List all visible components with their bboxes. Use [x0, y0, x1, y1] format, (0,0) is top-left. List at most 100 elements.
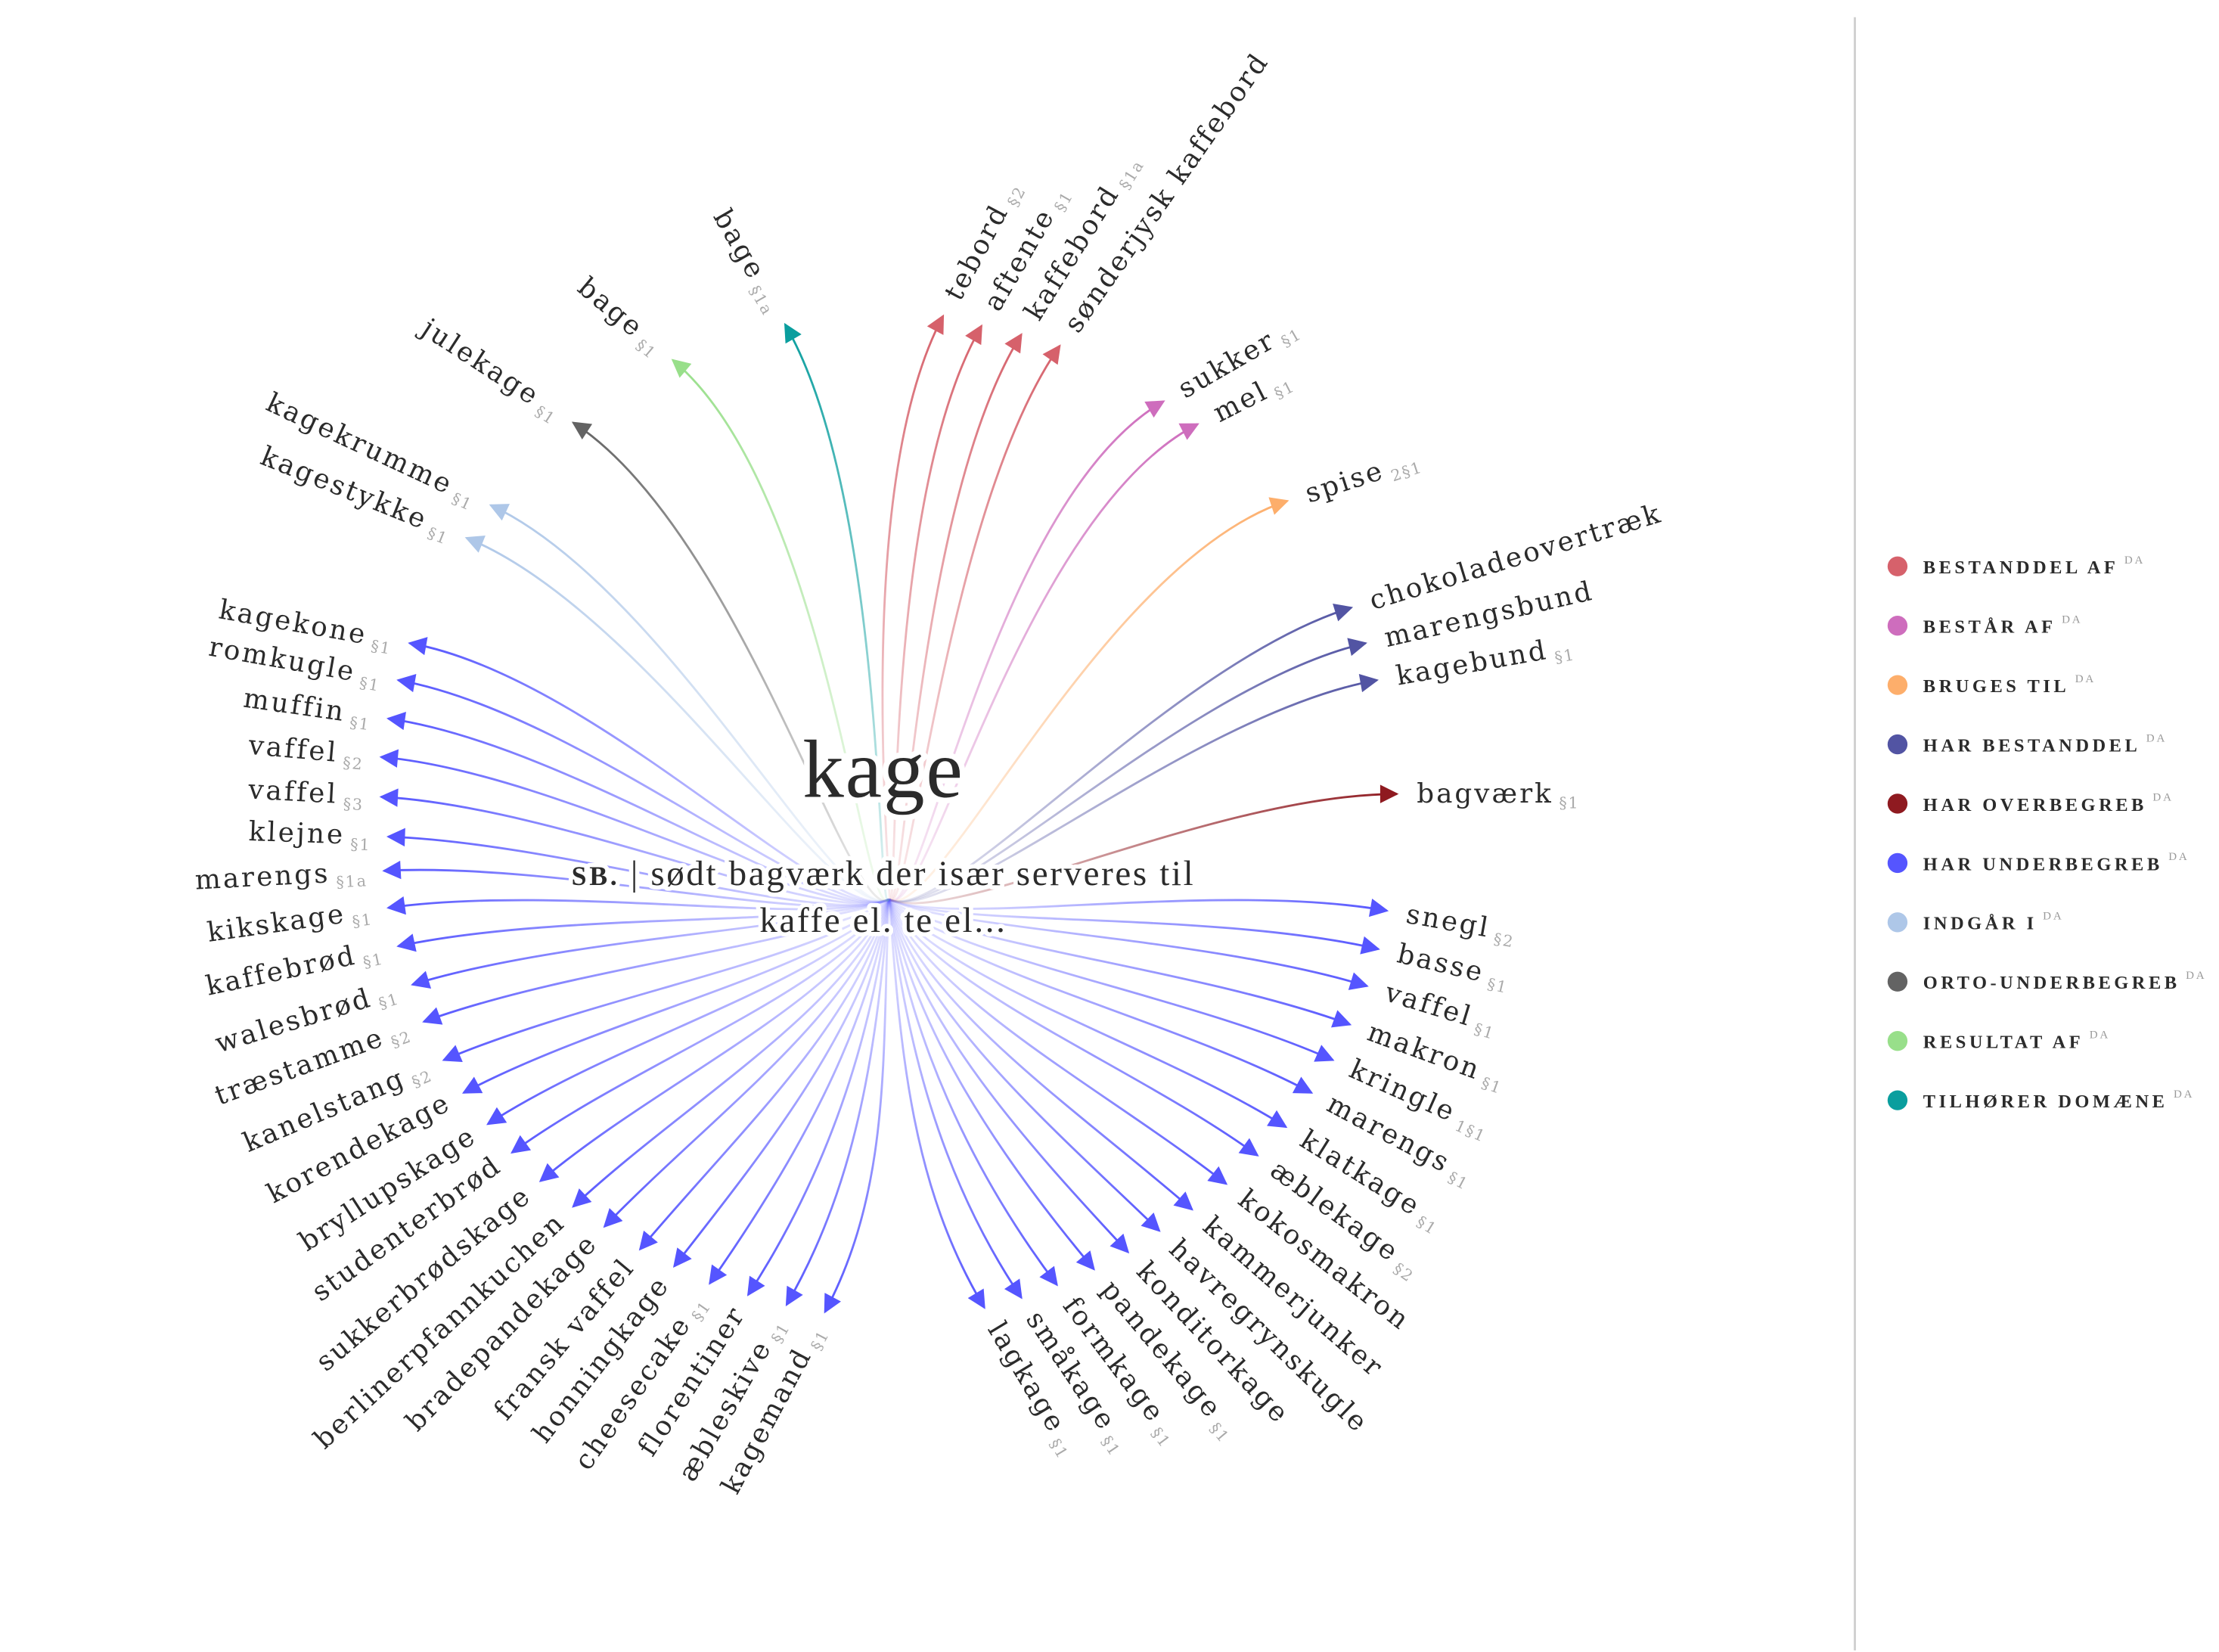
relation-edge: [888, 898, 1369, 990]
relation-edge: [511, 899, 890, 1154]
node-label[interactable]: vaffel §2: [247, 730, 366, 774]
relation-edge: [671, 359, 890, 902]
svg-text:SB. | sødt bagværk: SB. | sødt bagværk der især serveres til: [572, 854, 1196, 893]
sense-number: 1§1: [1452, 1116, 1488, 1146]
node-label[interactable]: spise2§1: [1302, 443, 1425, 512]
relation-edge: [603, 899, 890, 1228]
node-label[interactable]: bagværk §1: [1417, 778, 1579, 812]
relation-edge: [379, 788, 890, 905]
sense-number: §1a: [746, 282, 777, 318]
relation-edge: [386, 896, 890, 915]
sense-number: §1: [425, 523, 451, 548]
sense-number: §1a: [1116, 157, 1147, 193]
legend-label: HAR UNDERBEGREB DA: [1923, 851, 2190, 874]
relation-edge: [422, 898, 890, 1025]
relation-edge: [888, 899, 985, 1309]
relation-edge: [888, 899, 1095, 1271]
node-word[interactable]: vaffel §2: [247, 730, 366, 774]
relation-edge: [888, 899, 1259, 1157]
relation-edge: [888, 899, 1130, 1254]
sense-number: §1: [1479, 1073, 1505, 1098]
node-label[interactable]: klejne §1: [248, 816, 372, 854]
legend-swatch: [1887, 1090, 1908, 1110]
sense-number: §1: [362, 949, 386, 971]
sense-number: §2: [389, 1027, 414, 1051]
node-label[interactable]: vaffel §3: [247, 774, 365, 814]
sense-number: §1: [349, 713, 371, 734]
node-word[interactable]: muffin§1: [241, 683, 374, 734]
relation-edge: [888, 423, 1200, 902]
relation-edge: [386, 828, 890, 906]
relation-edge: [888, 638, 1367, 903]
sense-number: §1: [1271, 377, 1298, 403]
sense-number: §1: [632, 336, 659, 363]
sense-number: §1: [768, 1319, 793, 1346]
node-label[interactable]: bage§1: [570, 272, 670, 363]
relation-edge: [461, 899, 890, 1094]
relation-edge: [888, 899, 1058, 1287]
relation-edge: [538, 899, 890, 1182]
legend-label: TILHØRER DOMÆNE DA: [1923, 1088, 2195, 1112]
sense-number: §2: [1492, 930, 1516, 951]
legend-label: HAR OVERBEGREB DA: [1923, 792, 2174, 815]
legend-item: HAR UNDERBEGREB DA: [1887, 851, 2190, 874]
legend-item: BESTANDDEL AF DA: [1887, 554, 2143, 578]
legend-item: RESULTAT AF DA: [1887, 1029, 2110, 1053]
relation-edge: [746, 899, 890, 1296]
node-label[interactable]: julekage§1: [412, 311, 568, 428]
relation-edge: [888, 899, 1161, 1232]
legend-item: BESTÅR AF DA: [1887, 613, 2081, 638]
relation-edge: [386, 711, 890, 904]
legend-label: HAR BESTANDDEL DA: [1923, 732, 2167, 756]
legend-swatch: [1887, 971, 1908, 992]
node-word[interactable]: julekage§1: [412, 311, 568, 428]
node-word[interactable]: bagværk §1: [1417, 778, 1579, 812]
relation-edge: [411, 898, 890, 989]
legend-label: RESULTAT AF DA: [1923, 1029, 2110, 1052]
node-word[interactable]: bage§1a: [705, 204, 790, 318]
legend-item: TILHØRER DOMÆNE DA: [1887, 1088, 2195, 1112]
relation-edge: [888, 898, 1380, 955]
headword: kage: [797, 718, 969, 821]
sense-number: §1: [1414, 1213, 1441, 1239]
sense-number: §2: [409, 1067, 435, 1092]
node-word[interactable]: klejne §1: [248, 816, 372, 854]
relation-edge: [888, 899, 1193, 1211]
sense-number: §1: [350, 835, 371, 854]
sense-number: §1: [1051, 188, 1076, 215]
node-label[interactable]: marengs §1a: [194, 856, 368, 899]
relation-edge: [888, 899, 1288, 1129]
relation-edge: [572, 899, 890, 1208]
legend-label: ORTO-UNDERBEGREB DA: [1923, 970, 2207, 993]
legend-label: BRUGES TIL DA: [1923, 673, 2096, 697]
sense-number: §1: [807, 1327, 833, 1353]
relation-edge: [785, 899, 890, 1306]
relation-edge: [888, 899, 1228, 1185]
node-word[interactable]: spise2§1: [1302, 443, 1425, 512]
relation-edge: [888, 898, 1352, 1028]
relation-edge: [709, 899, 890, 1285]
sense-number: §2: [342, 753, 364, 773]
legend-item: INDGÅR I DA: [1887, 911, 2062, 934]
legend: BESTANDDEL AF DA BESTÅR AF DA BRUGES TIL DA HA…: [1887, 554, 2207, 1112]
node-word[interactable]: marengs §1a: [194, 856, 368, 899]
sense-number: 2§1: [1389, 458, 1425, 485]
relation-edge: [888, 604, 1354, 902]
node-label[interactable]: muffin§1: [241, 683, 374, 734]
node-label[interactable]: bage§1a: [705, 204, 790, 318]
sense-number: §1: [449, 489, 476, 514]
node-word[interactable]: bage§1: [570, 272, 670, 363]
node-labels: tebord§2aftente§1kaffebord§1asønderjysk …: [194, 47, 1666, 1499]
relation-edge: [638, 899, 890, 1251]
relation-edge: [888, 899, 1314, 1094]
relation-edge: [464, 536, 890, 902]
node-word[interactable]: vaffel §3: [247, 774, 365, 814]
relation-edge: [379, 749, 890, 904]
relation-edge: [888, 899, 1023, 1300]
headword-title: kage: [802, 723, 964, 815]
sense-number: §1: [532, 402, 559, 429]
relation-edge: [888, 674, 1379, 903]
sense-number: §1: [377, 989, 402, 1013]
relation-edge: [888, 497, 1290, 902]
